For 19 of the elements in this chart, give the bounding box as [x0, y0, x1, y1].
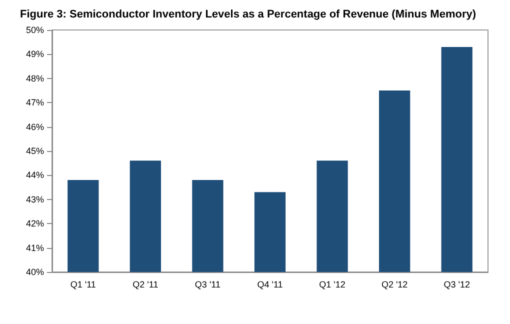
y-tick-label: 46% — [26, 122, 44, 132]
y-tick-label: 40% — [26, 267, 44, 277]
x-tick-label: Q2 '11 — [132, 280, 158, 290]
x-tick-label: Q3 '11 — [194, 280, 221, 290]
y-tick-label: 47% — [26, 98, 44, 108]
chart-title: Figure 3: Semiconductor Inventory Levels as a Percentage of Revenue (Minus Memory) — [20, 8, 476, 20]
y-tick-label: 50% — [26, 25, 44, 35]
y-tick-label: 44% — [26, 170, 44, 180]
x-tick-label: Q1 '11 — [70, 280, 96, 290]
x-tick-label: Q1 '12 — [319, 280, 346, 290]
y-tick-label: 49% — [26, 49, 44, 60]
y-tick-label: 41% — [26, 242, 44, 253]
x-tick-label: Q2 '12 — [381, 280, 408, 290]
x-tick-label: Q4 '11 — [257, 280, 283, 290]
y-tick-label: 43% — [26, 194, 44, 204]
y-tick-label: 48% — [26, 73, 44, 84]
y-tick-label: 42% — [26, 218, 44, 229]
y-tick-label: 45% — [26, 146, 44, 156]
x-tick-label: Q3 '12 — [444, 280, 470, 290]
